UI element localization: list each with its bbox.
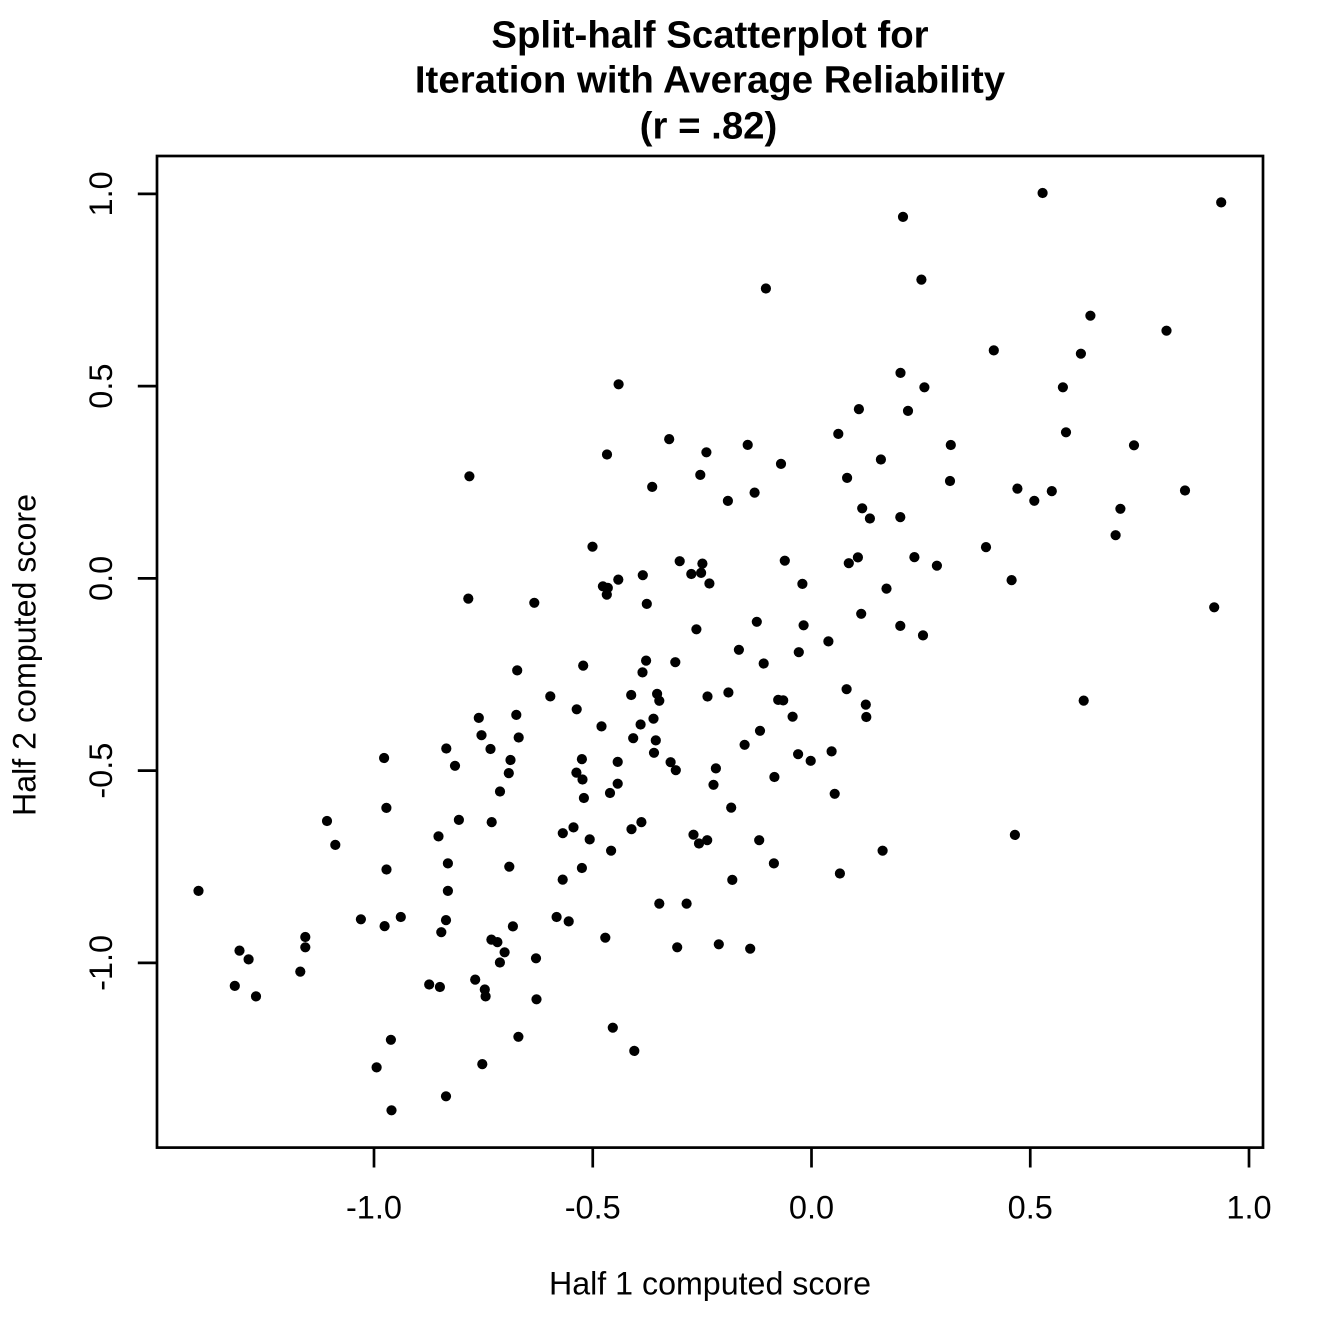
svg-text:-0.5: -0.5: [565, 1190, 621, 1226]
svg-text:Half 2 computed score: Half 2 computed score: [7, 494, 43, 816]
svg-text:(r = .82): (r = .82): [640, 104, 778, 147]
svg-text:-1.0: -1.0: [83, 935, 119, 991]
svg-text:1.0: 1.0: [1226, 1190, 1271, 1226]
svg-text:-1.0: -1.0: [346, 1190, 402, 1226]
svg-text:0.5: 0.5: [83, 364, 119, 409]
svg-text:0.5: 0.5: [1008, 1190, 1053, 1226]
svg-text:1.0: 1.0: [83, 171, 119, 216]
svg-text:Half 1 computed score: Half 1 computed score: [549, 1266, 871, 1302]
svg-text:0.0: 0.0: [789, 1190, 834, 1226]
svg-text:-0.5: -0.5: [83, 743, 119, 799]
svg-text:Split-half Scatterplot for: Split-half Scatterplot for: [491, 14, 928, 57]
svg-text:0.0: 0.0: [83, 556, 119, 601]
svg-text:Iteration with Average Reliabi: Iteration with Average Reliability: [415, 58, 1006, 101]
